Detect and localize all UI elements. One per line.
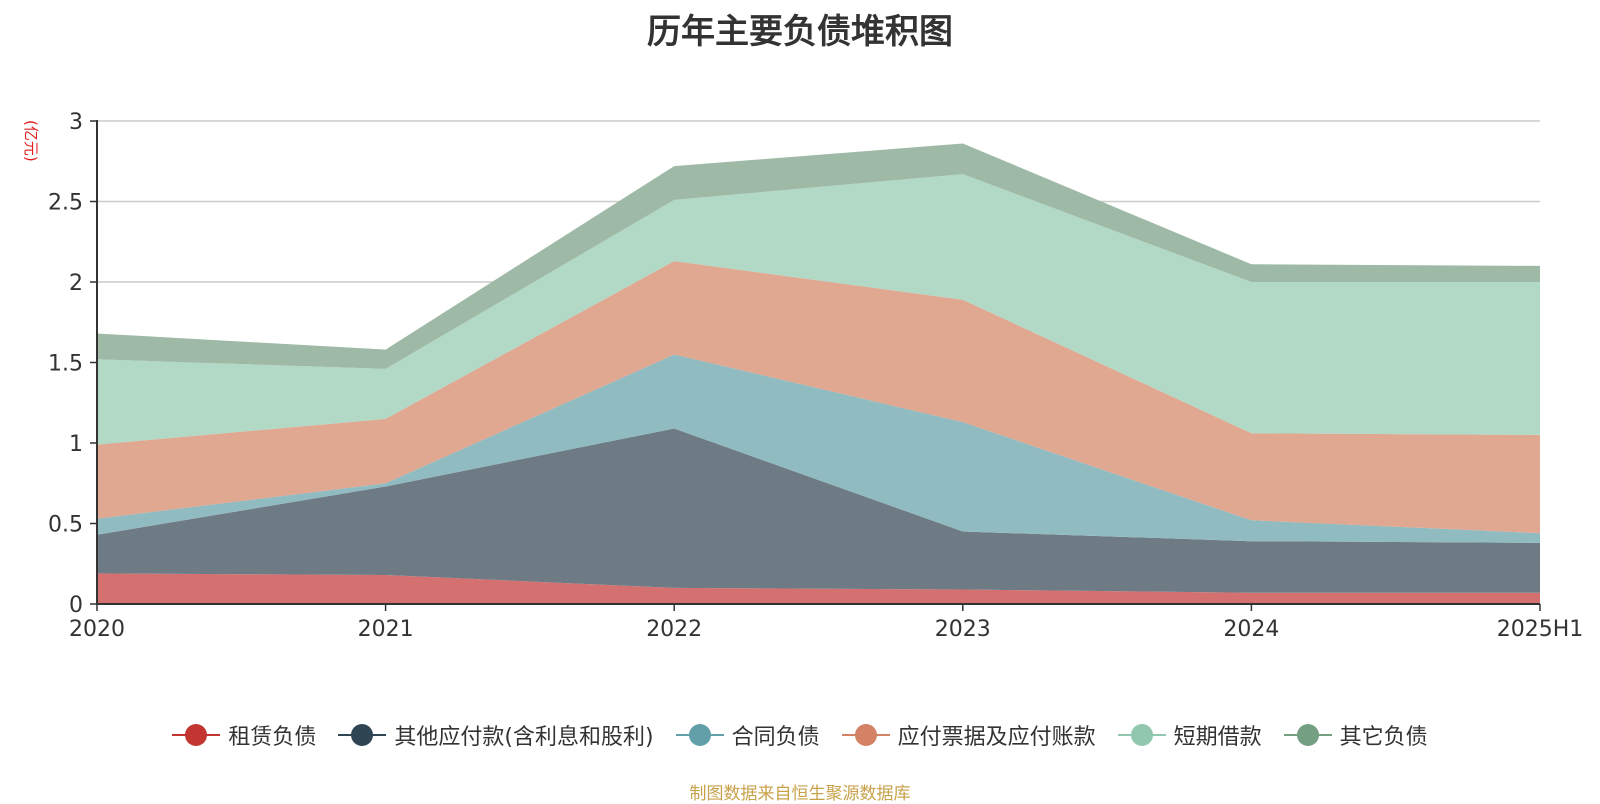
legend-marker-icon [841,723,890,747]
legend-item-4[interactable]: 短期借款 [1117,719,1262,751]
y-tick-label: 2.5 [48,191,83,216]
legend-label: 短期借款 [1173,725,1262,750]
legend-marker-icon [338,723,387,747]
x-tick-label: 2022 [646,617,702,642]
legend-marker-icon [1117,723,1166,747]
y-tick-label: 0 [69,593,83,618]
x-tick-label: 2023 [935,617,991,642]
legend-item-3[interactable]: 应付票据及应付账款 [841,719,1096,751]
x-tick-labels: 2020 2021 2022 2023 2024 2025H1 [69,617,1583,642]
y-tick-label: 2 [69,271,83,296]
area-series-2 [97,354,1540,543]
area-series-4 [97,174,1540,445]
area-series-5 [97,143,1540,369]
y-tick-label: 1 [69,432,83,457]
legend-item-1[interactable]: 其他应付款(含利息和股利) [338,719,654,751]
legend-marker-icon [172,723,221,747]
legend-label: 租赁负债 [228,725,317,750]
axes [96,120,1541,611]
legend-marker-icon [675,723,724,747]
y-tick-label: 0.5 [48,513,83,538]
legend-item-2[interactable]: 合同负债 [675,719,820,751]
legend-label: 合同负债 [731,725,820,750]
legend-item-5[interactable]: 其它负债 [1283,719,1428,751]
area-series-1 [97,428,1540,593]
area-series-3 [97,261,1540,534]
legend: 租赁负债 其他应付款(含利息和股利) 合同负债 应付票据及应付账款 短期借款 其它负债 [0,717,1600,753]
x-tick-label: 2020 [69,617,125,642]
y-tick-label: 3 [69,110,83,135]
legend-item-0[interactable]: 租赁负债 [172,719,316,751]
y-tick-labels: 0 0.5 1 1.5 2 2.5 3 [48,110,83,618]
data-source-note: 制图数据来自恒生聚源数据库 [689,784,911,804]
legend-marker-icon [1283,723,1332,747]
stacked-area-chart: 0 0.5 1 1.5 2 2.5 3 2020 2021 2022 2023 2024 2025H1 [48,110,1583,642]
legend-label: 应付票据及应付账款 [897,725,1096,750]
legend-label: 其他应付款(含利息和股利) [394,725,654,750]
legend-label: 其它负债 [1339,725,1428,750]
y-tick-label: 1.5 [48,352,83,377]
chart-title: 历年主要负债堆积图 [647,12,953,52]
x-tick-label: 2024 [1223,617,1279,642]
x-tick-label: 2025H1 [1497,617,1584,642]
area-series [97,143,1540,604]
x-tick-label: 2021 [358,617,414,642]
